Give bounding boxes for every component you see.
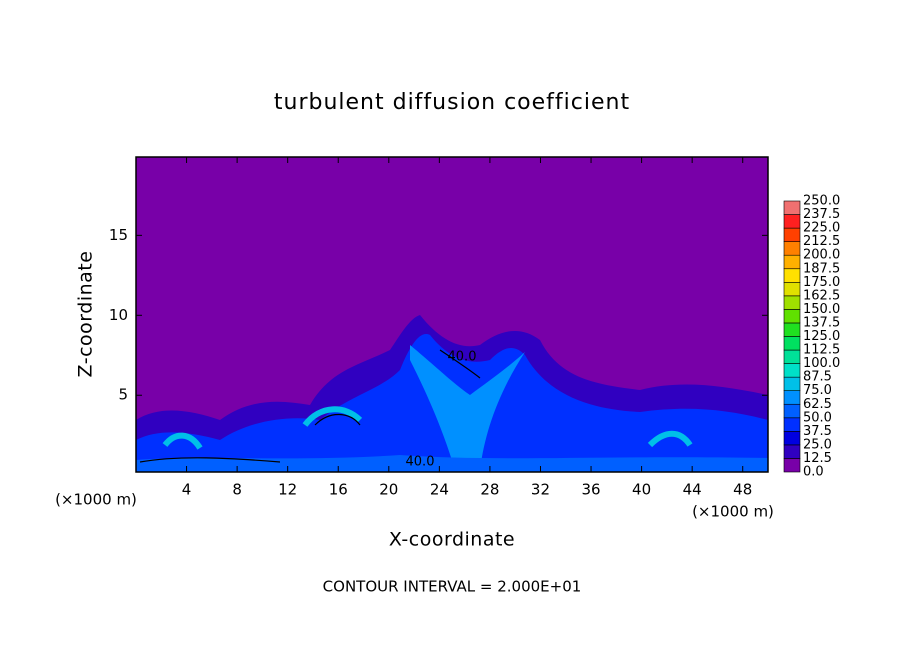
x-tick-label: 32 [531,481,550,499]
colorbar-box [783,390,801,405]
field [135,156,769,473]
colorbar-box [783,268,801,283]
colorbar-box [783,458,801,473]
colorbar-label: 237.5 [803,207,840,222]
x-tick-label: 8 [232,481,242,499]
colorbar-label: 25.0 [803,437,832,452]
colorbar-label: 12.5 [803,451,832,466]
contour-line [139,349,481,463]
field-region [410,345,525,470]
colorbar-label: 125.0 [803,329,840,344]
x-axis-label: X-coordinate [389,529,515,551]
colorbar-label: 87.5 [803,370,832,385]
x-tick-label: 24 [430,481,449,499]
colorbar-box [783,281,801,297]
x-tick-label: 12 [278,481,297,499]
colorbar-box [783,254,801,270]
colorbar-box [783,444,801,459]
colorbar-label: 0.0 [803,465,824,480]
x-tick-label: 40 [632,481,651,499]
colorbar-box [783,431,801,446]
x-tick-label: 44 [683,481,702,499]
footer-note: CONTOUR INTERVAL = 2.000E+01 [323,578,582,596]
y-axis-label: Z-coordinate [75,251,97,378]
x-tick-label: 4 [182,481,192,499]
y-tick-label: 5 [118,386,128,404]
colorbar-box [783,417,801,432]
x-tick-label: 16 [329,481,348,499]
colorbar-label: 212.5 [803,234,840,249]
colorbar-label: 62.5 [803,397,832,412]
colorbar-box [783,227,801,242]
colorbar-label: 50.0 [803,410,832,425]
colorbar-label: 100.0 [803,356,840,371]
colorbar-label: 150.0 [803,302,840,317]
colorbar-label: 162.5 [803,288,840,303]
colorbar-box [783,295,801,310]
colorbar-label: 250.0 [803,194,840,209]
x-tick-label: 20 [379,481,398,499]
colorbar-label: 37.5 [803,424,832,439]
y-tick-label: 15 [109,226,128,244]
x-unit: (×1000 m) [692,503,774,521]
chart-title: turbulent diffusion coefficient [274,90,630,115]
colorbar-label: 137.5 [803,315,840,330]
y-tick-label: 10 [109,306,128,324]
colorbar-box [783,403,801,419]
colorbar-box [783,349,801,364]
contour-label: 40.0 [406,455,435,470]
colorbar-box [783,322,801,337]
plot-frame [135,156,769,473]
field-streak [162,406,693,450]
colorbar-label: 75.0 [803,383,832,398]
colorbar-label: 200.0 [803,248,840,263]
x-tick-label: 28 [480,481,499,499]
colorbar-box [783,376,801,391]
colorbar-label: 112.5 [803,343,840,358]
x-unit: (×1000 m) [55,491,137,509]
colorbar-label: 187.5 [803,261,840,276]
colorbar-box [783,200,801,215]
colorbar-box [783,336,801,351]
x-tick-label: 36 [581,481,600,499]
colorbar-box [783,214,801,229]
contour-label: 40.0 [448,350,477,365]
colorbar-box [783,363,801,378]
field-region [136,455,768,472]
colorbar-box [783,309,801,324]
colorbar-label: 225.0 [803,221,840,236]
colorbar-label: 175.0 [803,275,840,290]
colorbar-box [783,241,801,256]
x-tick-label: 48 [733,481,752,499]
